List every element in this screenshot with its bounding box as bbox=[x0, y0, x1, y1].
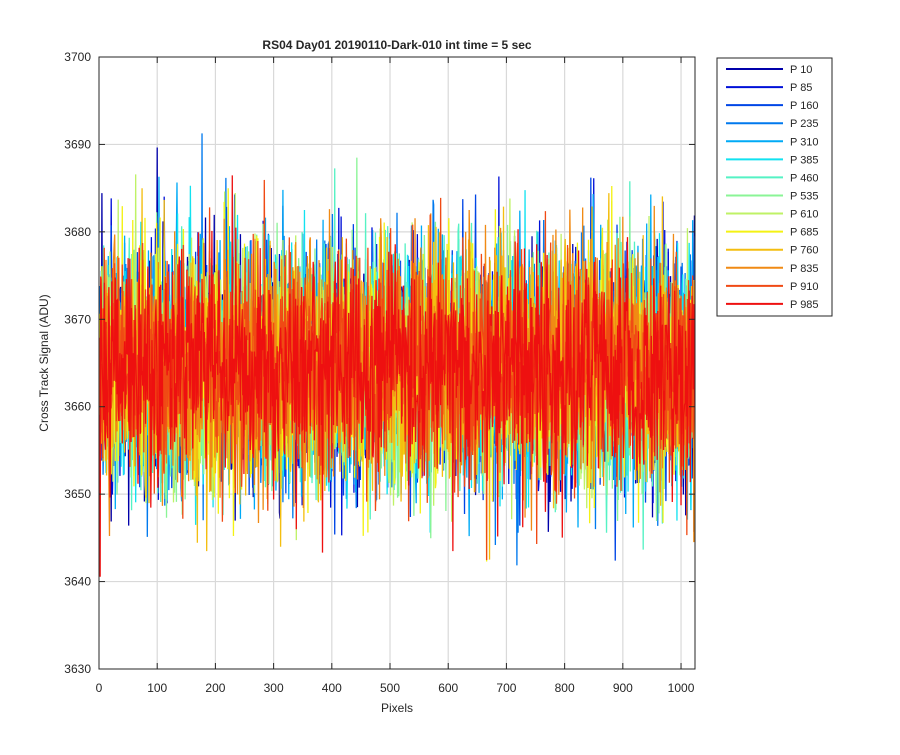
x-axis-label: Pixels bbox=[381, 701, 413, 715]
legend-entry: P 235 bbox=[726, 118, 819, 130]
legend-label: P 160 bbox=[790, 100, 819, 112]
x-tick-label: 600 bbox=[438, 681, 458, 695]
x-tick-label: 1000 bbox=[668, 681, 695, 695]
legend-label: P 985 bbox=[790, 299, 819, 311]
legend-entry: P 610 bbox=[726, 209, 819, 221]
y-tick-label: 3660 bbox=[64, 400, 91, 414]
y-axis-label: Cross Track Signal (ADU) bbox=[37, 294, 51, 431]
legend-label: P 235 bbox=[790, 118, 819, 130]
legend-entry: P 385 bbox=[726, 154, 819, 166]
legend-label: P 385 bbox=[790, 154, 819, 166]
legend-label: P 835 bbox=[790, 263, 819, 275]
y-tick-label: 3700 bbox=[64, 50, 91, 64]
series-line-p985 bbox=[99, 175, 695, 577]
plot-frame bbox=[98, 56, 696, 670]
legend-box bbox=[716, 57, 833, 317]
x-tick-label: 100 bbox=[147, 681, 167, 695]
legend-entry: P 535 bbox=[726, 190, 819, 202]
chart-title: RS04 Day01 20190110-Dark-010 int time = … bbox=[262, 38, 532, 52]
legend-entry: P 685 bbox=[726, 227, 819, 239]
legend-entry: P 160 bbox=[726, 100, 819, 112]
x-tick-label: 200 bbox=[205, 681, 225, 695]
legend-entry: P 910 bbox=[726, 281, 819, 293]
y-tick-label: 3690 bbox=[64, 137, 91, 151]
legend-entry: P 85 bbox=[726, 82, 812, 94]
axis-ticks: 0 100 200 300 400 500 600 700 800 900 1000 3630 3640… bbox=[64, 50, 695, 695]
y-tick-label: 3670 bbox=[64, 312, 91, 326]
y-tick-label: 3650 bbox=[64, 487, 91, 501]
legend-entry: P 10 bbox=[726, 64, 812, 76]
legend-label: P 10 bbox=[790, 64, 812, 76]
legend-entry: P 835 bbox=[726, 263, 819, 275]
legend: P 10 P 85 P 160 P 235 P 310 P 385 P 460 P 535 P … bbox=[716, 57, 833, 317]
y-tick-label: 3640 bbox=[64, 575, 91, 589]
legend-entry: P 460 bbox=[726, 172, 819, 184]
x-tick-label: 300 bbox=[264, 681, 284, 695]
legend-label: P 310 bbox=[790, 136, 819, 148]
legend-label: P 610 bbox=[790, 209, 819, 221]
x-tick-label: 400 bbox=[322, 681, 342, 695]
legend-label: P 685 bbox=[790, 227, 819, 239]
x-tick-label: 700 bbox=[496, 681, 516, 695]
series-lines bbox=[99, 133, 695, 577]
legend-label: P 85 bbox=[790, 82, 812, 94]
legend-label: P 460 bbox=[790, 172, 819, 184]
x-tick-label: 900 bbox=[613, 681, 633, 695]
legend-entry: P 760 bbox=[726, 245, 819, 257]
legend-entry: P 310 bbox=[726, 136, 819, 148]
x-tick-label: 500 bbox=[380, 681, 400, 695]
y-tick-label: 3680 bbox=[64, 225, 91, 239]
legend-entry: P 985 bbox=[726, 299, 819, 311]
y-tick-label: 3630 bbox=[64, 662, 91, 676]
legend-label: P 535 bbox=[790, 190, 819, 202]
x-tick-label: 0 bbox=[96, 681, 103, 695]
x-tick-label: 800 bbox=[555, 681, 575, 695]
legend-label: P 910 bbox=[790, 281, 819, 293]
legend-label: P 760 bbox=[790, 245, 819, 257]
